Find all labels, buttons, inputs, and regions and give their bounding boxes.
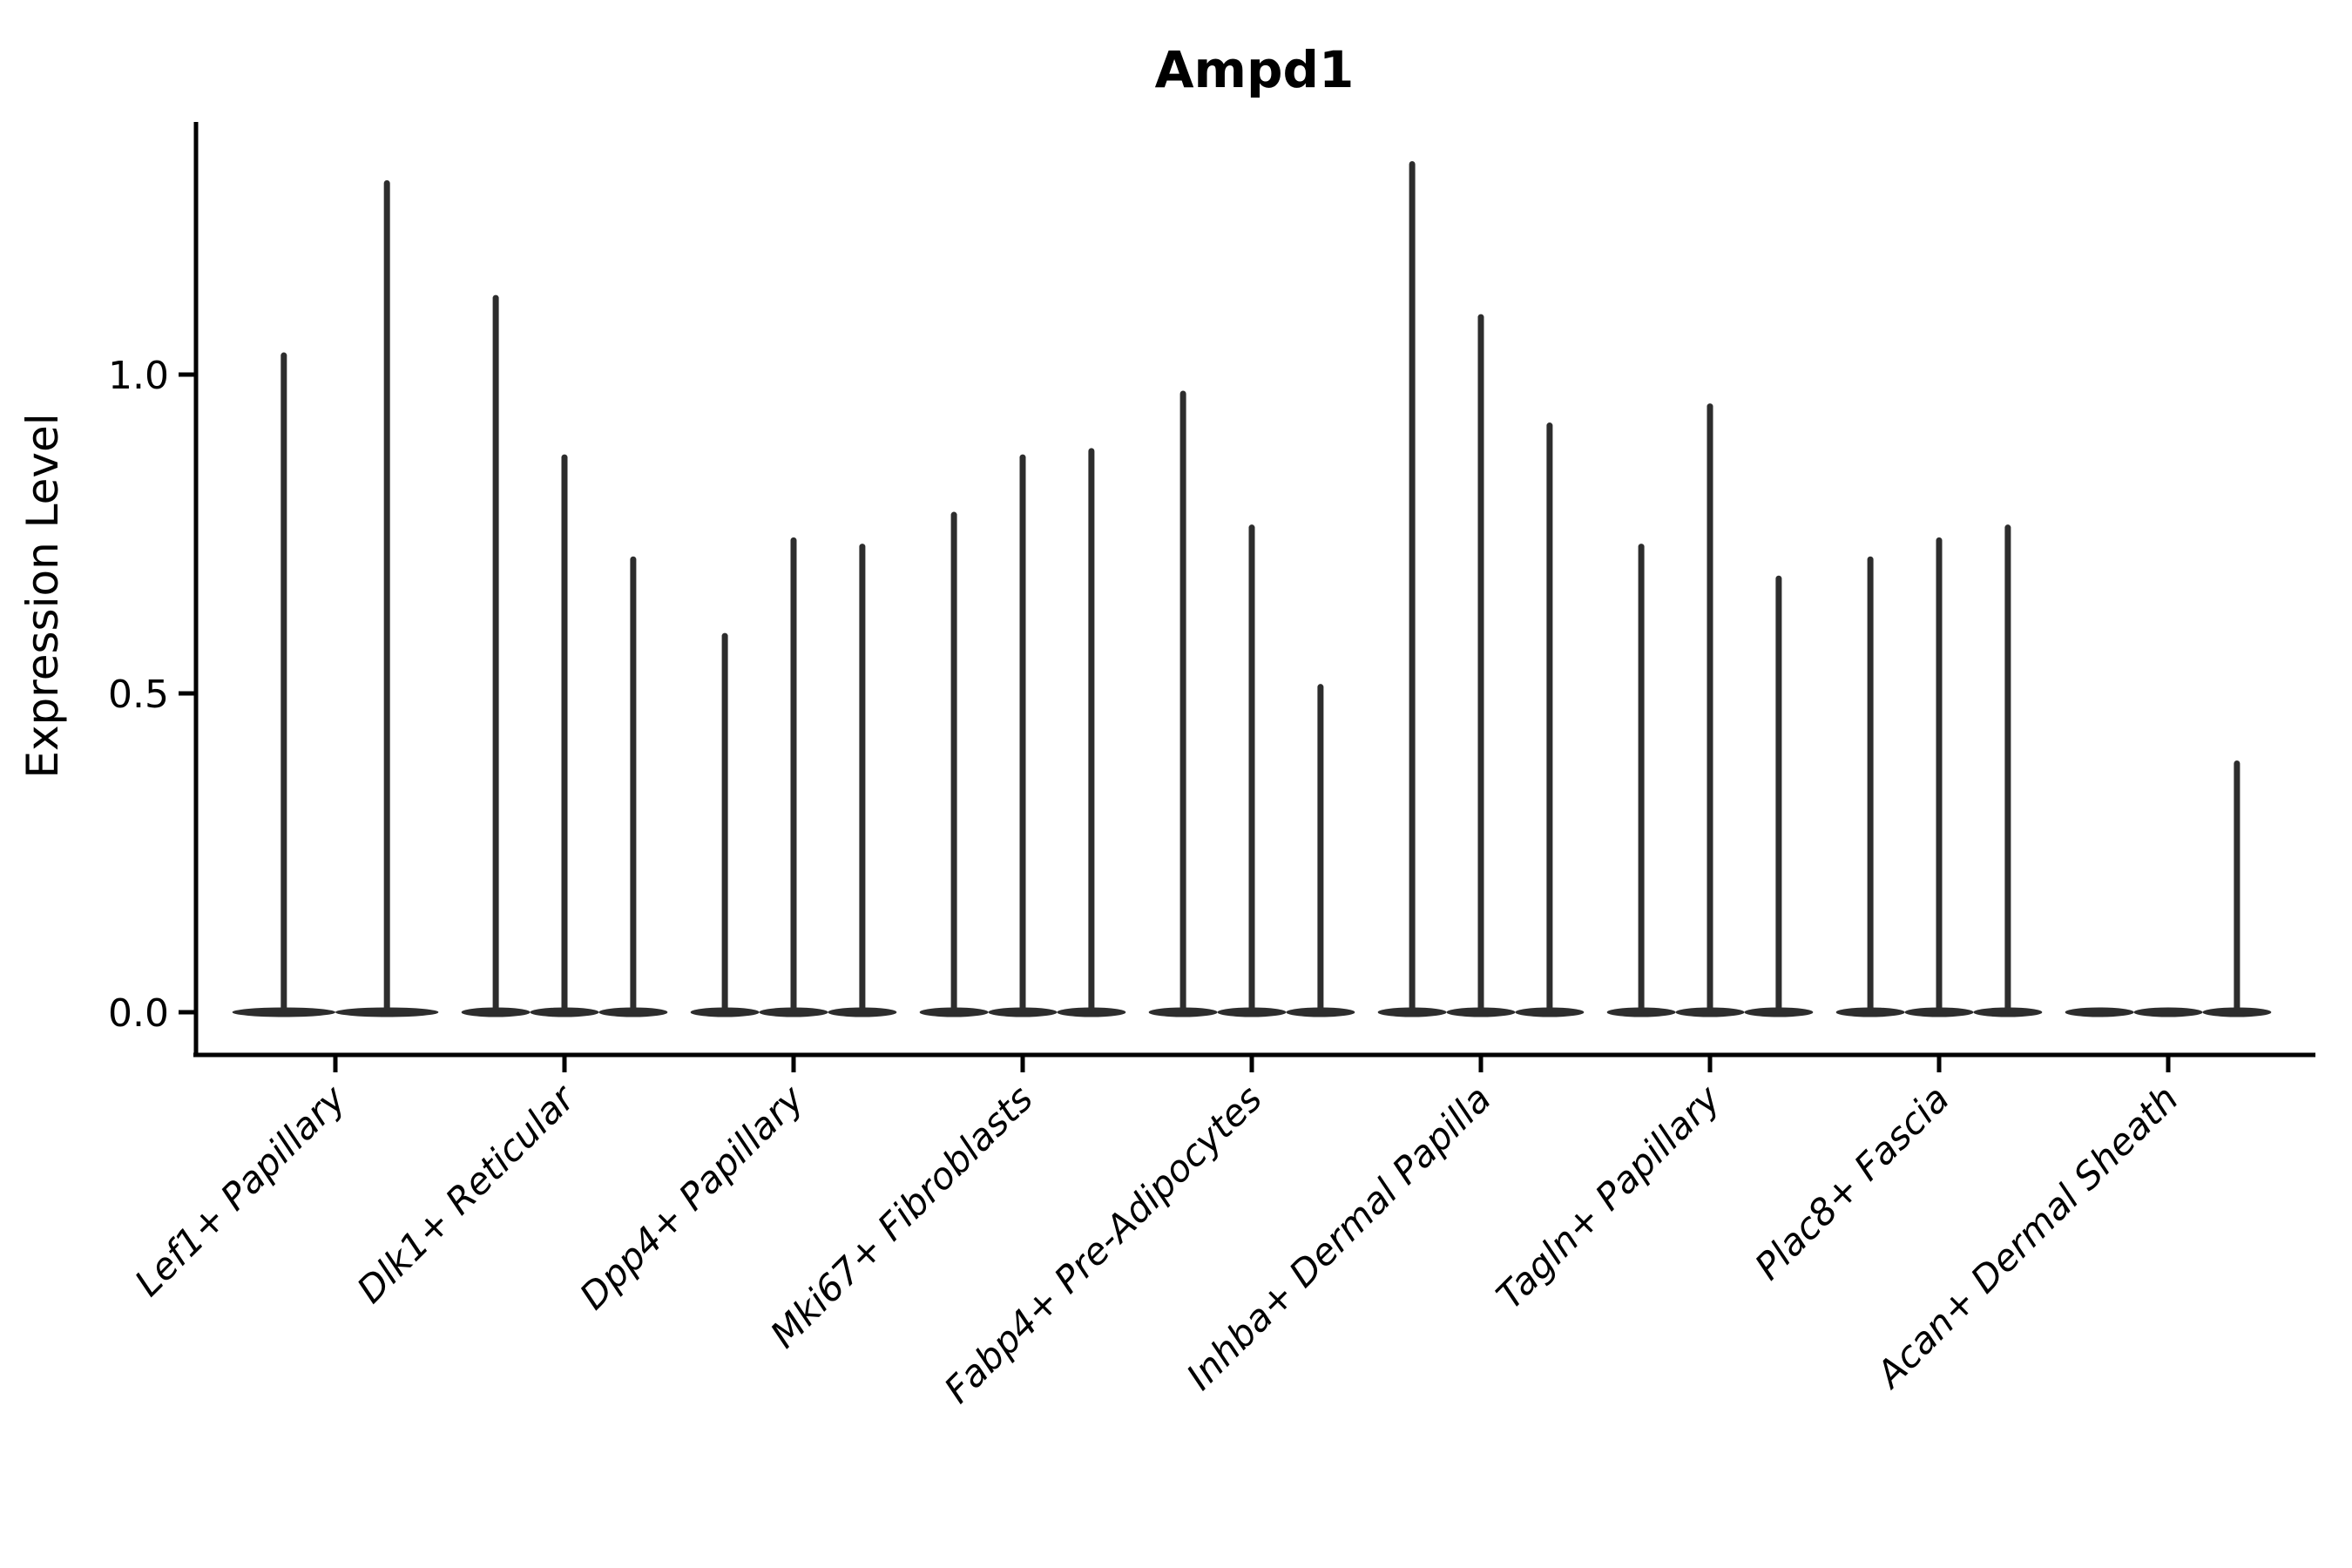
violin-group bbox=[1148, 390, 1355, 1017]
y-axis-title: Expression Level bbox=[17, 413, 68, 778]
y-axis: 0.0 0.5 1.0 bbox=[108, 354, 195, 1036]
violin-group bbox=[461, 294, 668, 1017]
violin-group bbox=[1835, 524, 2043, 1017]
x-tick-label: Lef1+ Papillary bbox=[126, 1077, 355, 1305]
violin-group bbox=[232, 179, 439, 1017]
plot-title: Ampd1 bbox=[1155, 40, 1355, 99]
violin-group bbox=[1606, 403, 1814, 1017]
violin-group bbox=[2065, 760, 2272, 1017]
violin-base bbox=[2133, 1007, 2203, 1017]
y-tick-label: 0.5 bbox=[108, 672, 169, 717]
x-tick-label: Dpp4+ Papillary bbox=[571, 1077, 813, 1318]
y-tick-label: 0.0 bbox=[108, 991, 169, 1036]
violin-group bbox=[690, 537, 897, 1017]
x-tick-label: Dlk1+ Reticular bbox=[348, 1075, 585, 1311]
violin-group bbox=[919, 448, 1126, 1017]
violin-base bbox=[2065, 1007, 2134, 1017]
x-tick-label: Plac8+ Fascia bbox=[1747, 1077, 1957, 1288]
violin-group bbox=[1377, 160, 1585, 1017]
x-tick-label: Mki67+ Fibroblasts bbox=[762, 1077, 1041, 1355]
y-tick-label: 1.0 bbox=[108, 354, 169, 398]
x-tick-label: Tagln+ Papillary bbox=[1488, 1077, 1729, 1318]
violin-series bbox=[232, 160, 2272, 1017]
